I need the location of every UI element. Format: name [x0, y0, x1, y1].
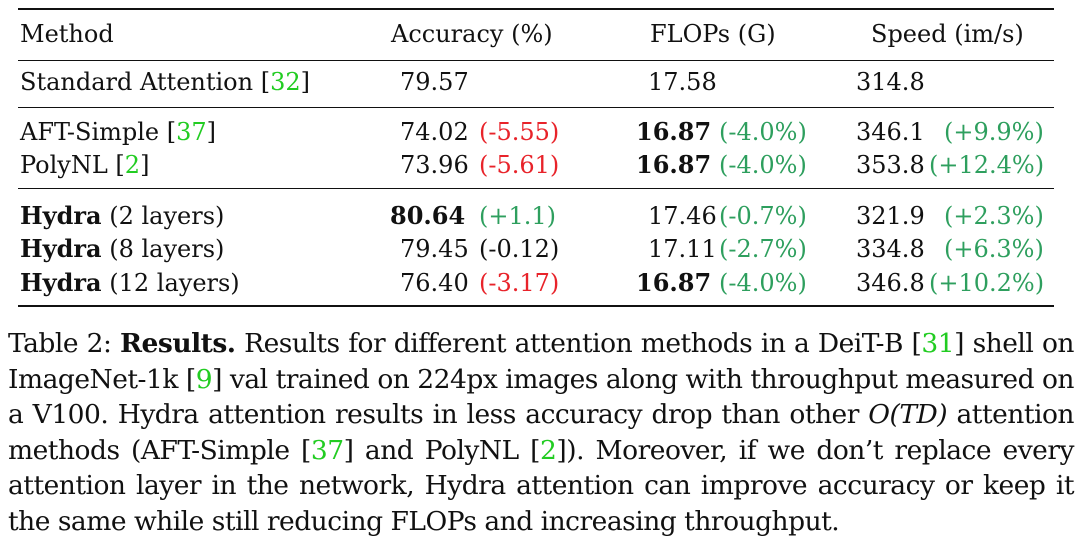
header-accuracy: Accuracy (%) — [391, 20, 553, 48]
flops-delta: (-4.0%) — [719, 118, 807, 146]
accuracy-delta: (-0.12) — [479, 235, 560, 263]
speed-delta: (+12.4%) — [929, 151, 1045, 179]
table-row-method: Hydra (2 layers) — [20, 201, 225, 230]
accuracy-delta: (-5.61) — [479, 151, 560, 179]
table-row-flops: 16.87 — [636, 268, 712, 297]
flops-delta: (-4.0%) — [719, 269, 807, 297]
table-row-flops: 16.87 — [636, 150, 712, 179]
table-top-rule — [18, 8, 1054, 10]
accuracy-delta: (-3.17) — [479, 269, 560, 297]
table-row-method: Hydra (12 layers) — [20, 268, 240, 297]
flops-delta: (-0.7%) — [719, 202, 807, 230]
speed-delta: (+2.3%) — [944, 202, 1044, 230]
table-row-accuracy: 73.96 — [400, 151, 469, 179]
accuracy-delta: (+1.1) — [479, 202, 557, 230]
speed-delta: (+10.2%) — [929, 269, 1045, 297]
citation-link[interactable]: 32 — [270, 68, 301, 96]
citation-link[interactable]: 2 — [540, 434, 557, 466]
table-bottom-rule — [18, 305, 1054, 307]
flops-delta: (-2.7%) — [719, 235, 807, 263]
table-row-speed: 314.8 — [856, 68, 925, 96]
table-row-flops: 16.87 — [636, 117, 712, 146]
table-row-accuracy: 76.40 — [400, 269, 469, 297]
table-row-speed: 346.8 — [856, 269, 925, 297]
header-speed: Speed (im/s) — [871, 20, 1024, 48]
flops-delta: (-4.0%) — [719, 151, 807, 179]
table-section-rule-1 — [18, 107, 1054, 109]
table-row-accuracy: 79.57 — [400, 68, 469, 96]
table-row-accuracy: 80.64 — [390, 201, 466, 230]
table-row-method: Hydra (8 layers) — [20, 234, 225, 263]
caption-label: Table 2: — [8, 328, 112, 359]
table-row-method: Standard Attention [32] — [20, 68, 310, 96]
accuracy-delta: (-5.55) — [479, 118, 560, 146]
table-row-method: AFT-Simple [37] — [20, 118, 217, 146]
citation-link[interactable]: 37 — [176, 118, 207, 146]
table-row-method: PolyNL [2] — [20, 151, 150, 179]
table-row-accuracy: 74.02 — [400, 118, 469, 146]
speed-delta: (+9.9%) — [944, 118, 1044, 146]
table-section-rule-2 — [18, 188, 1054, 190]
table-row-flops: 17.58 — [648, 68, 717, 96]
table-row-flops: 17.11 — [648, 235, 717, 263]
table-row-flops: 17.46 — [648, 202, 717, 230]
caption-title: Results. — [120, 328, 236, 359]
citation-link[interactable]: 37 — [310, 434, 344, 466]
table-row-speed: 346.1 — [856, 118, 925, 146]
citation-link[interactable]: 2 — [124, 151, 141, 179]
table-row-speed: 334.8 — [856, 235, 925, 263]
citation-link[interactable]: 9 — [195, 363, 213, 395]
header-method: Method — [20, 20, 114, 48]
table-caption: Table 2: Results. Results for different … — [8, 328, 1075, 537]
table-row-accuracy: 79.45 — [400, 235, 469, 263]
speed-delta: (+6.3%) — [944, 235, 1044, 263]
table-row-speed: 321.9 — [856, 202, 925, 230]
math-expression: O(TD) — [868, 399, 948, 431]
table-row-speed: 353.8 — [856, 151, 925, 179]
citation-link[interactable]: 31 — [921, 328, 955, 359]
header-flops: FLOPs (G) — [650, 20, 776, 48]
table-header-rule — [18, 60, 1054, 62]
